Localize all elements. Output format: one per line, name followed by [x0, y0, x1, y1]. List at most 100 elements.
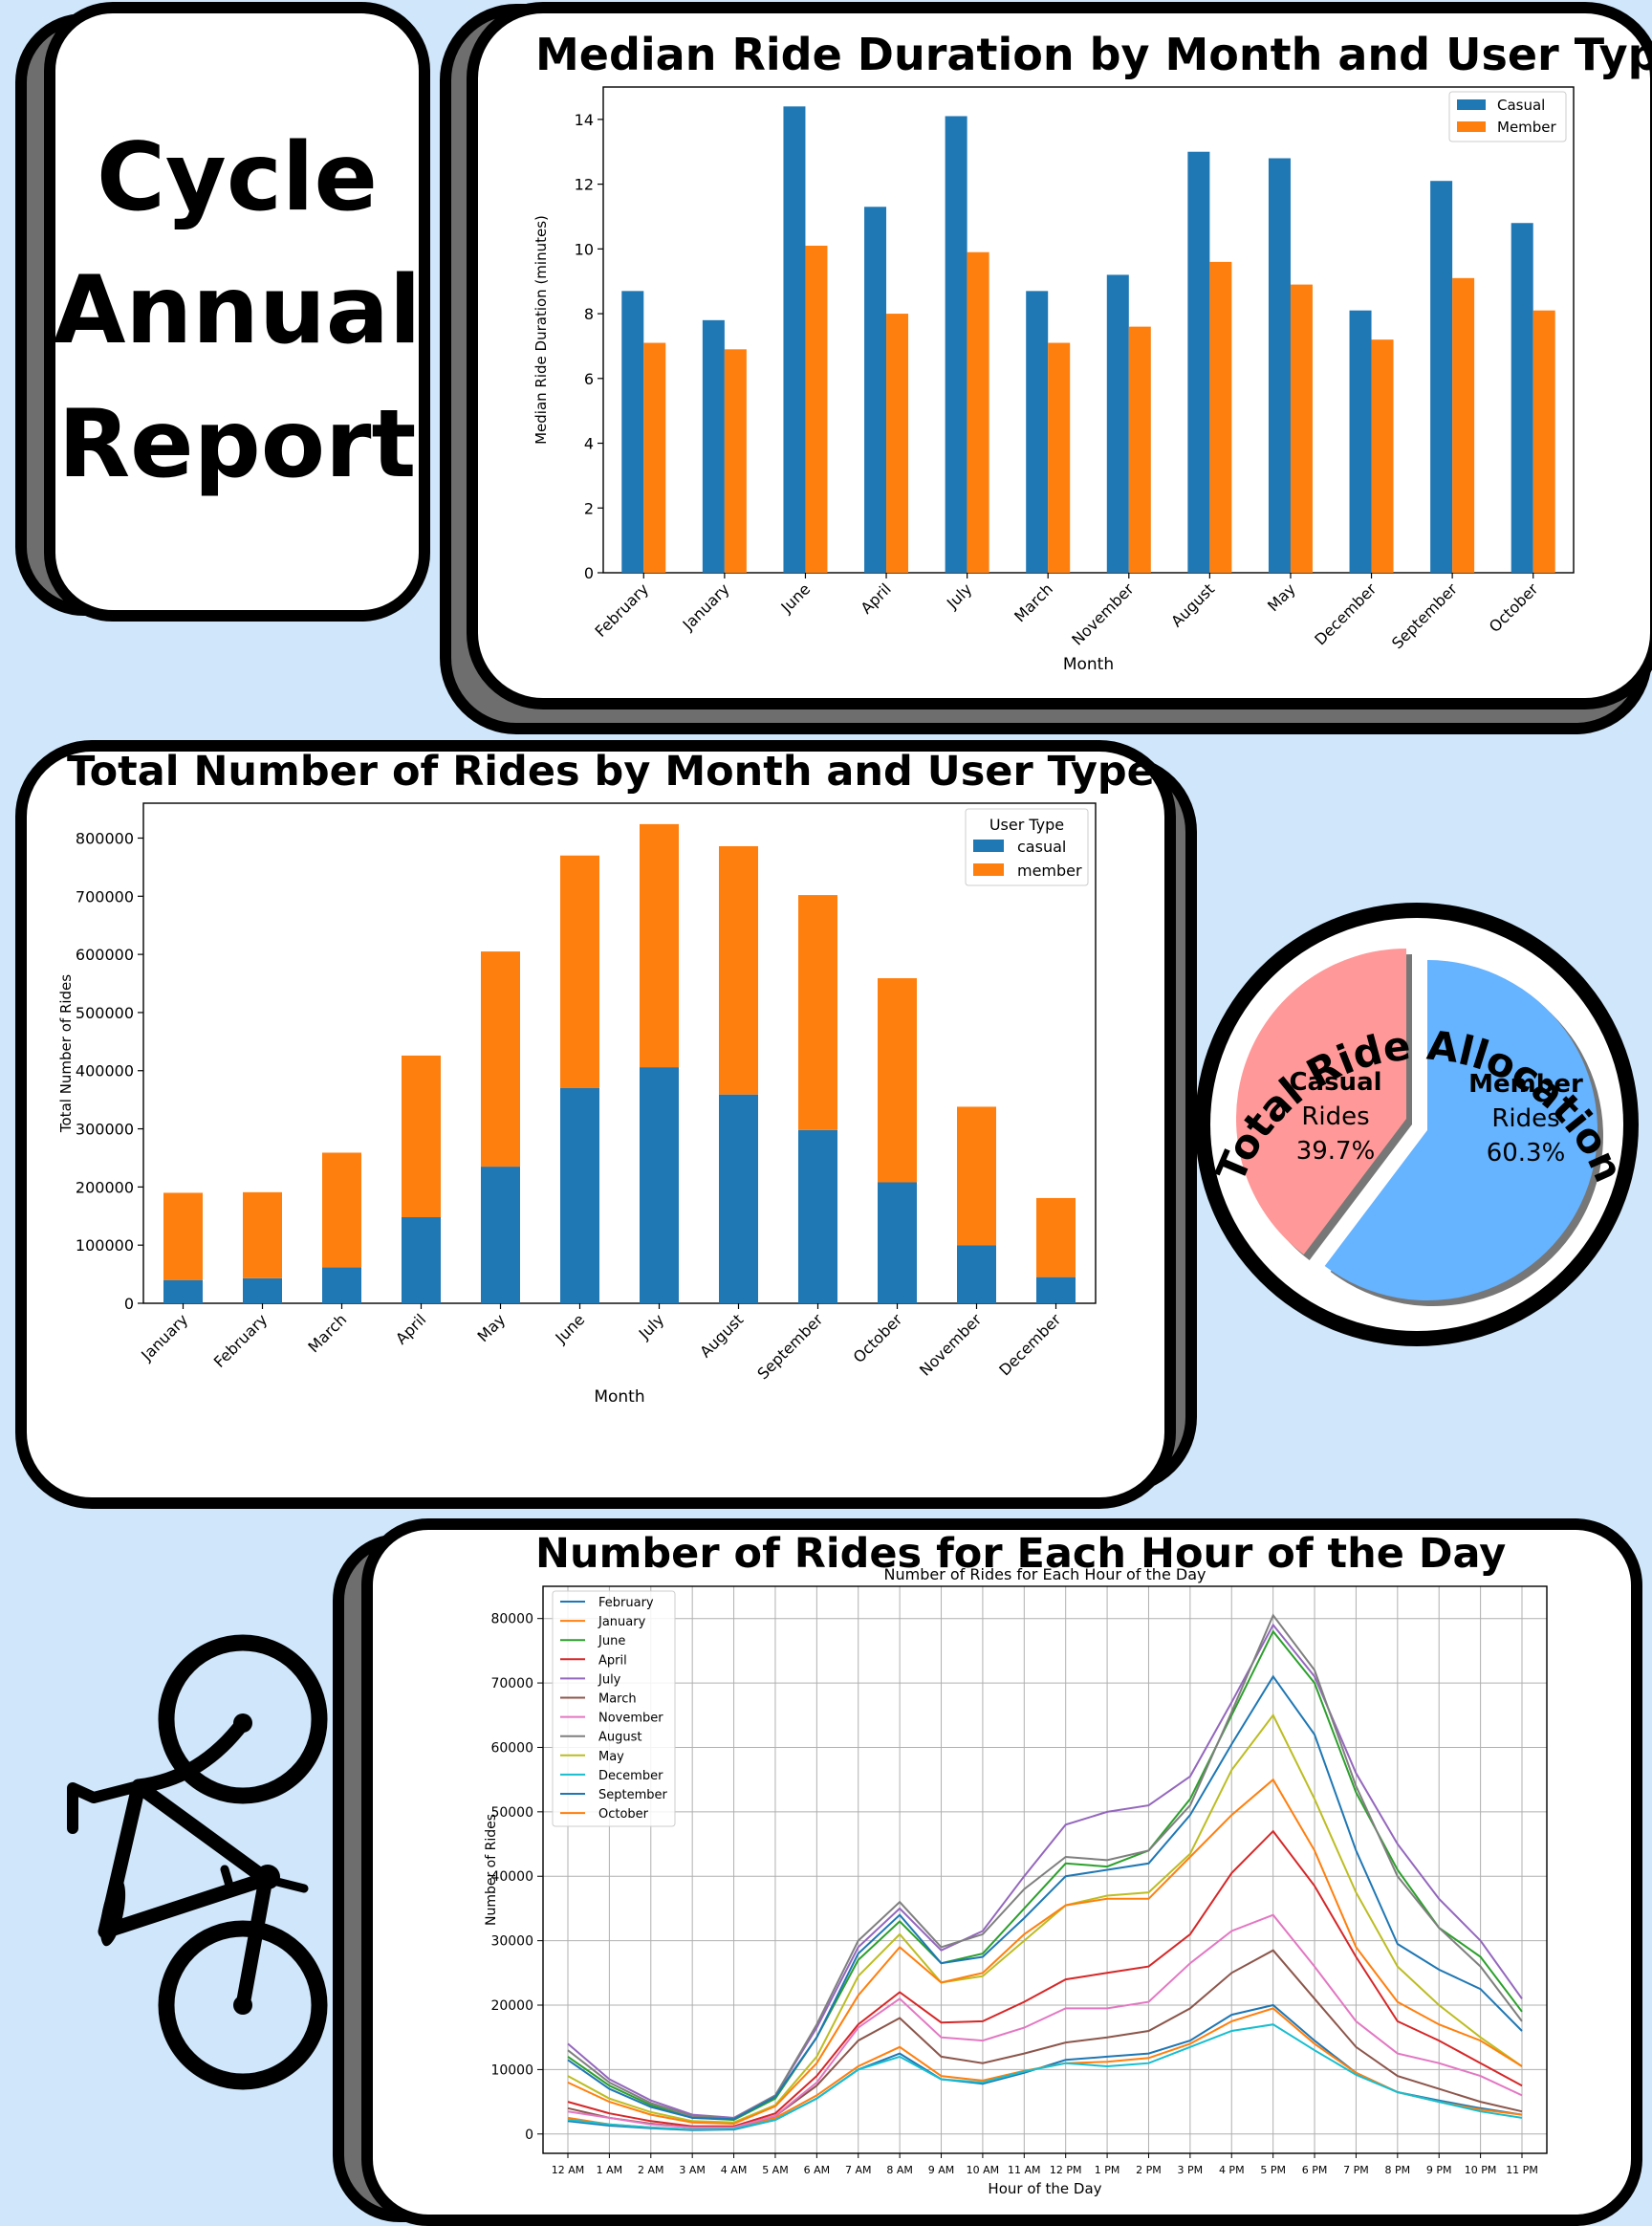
pie-label-sub-casual: Rides [1301, 1102, 1369, 1131]
legend-swatch-casual [1457, 99, 1486, 110]
bar-member [1371, 339, 1394, 573]
total-chart-title: Total Number of Rides by Month and User … [67, 748, 1155, 796]
bar-member [886, 314, 909, 573]
legend-label-april: April [598, 1653, 627, 1668]
y-tick-label: 800000 [76, 829, 134, 847]
legend-label-september: September [598, 1788, 668, 1802]
x-tick-label: 10 AM [967, 2164, 1000, 2176]
bar-casual [1430, 181, 1453, 574]
bar-casual [719, 1094, 758, 1303]
legend-label-october: October [598, 1807, 649, 1822]
x-tick-label: 4 AM [721, 2164, 748, 2176]
bar-member [719, 846, 758, 1095]
bar-member [560, 855, 599, 1088]
bar-member [957, 1106, 996, 1246]
bar-casual [957, 1245, 996, 1303]
bar-casual [1511, 223, 1533, 574]
bar-member [798, 895, 837, 1130]
bar-casual [640, 1067, 679, 1303]
y-tick-label: 100000 [76, 1236, 134, 1255]
y-tick-label: 80000 [490, 1612, 533, 1627]
bar-member [402, 1055, 441, 1217]
bar-member [967, 251, 989, 573]
median-chart-title: Median Ride Duration by Month and User T… [535, 29, 1652, 80]
y-tick-label: 0 [584, 564, 594, 582]
bar-casual [702, 319, 725, 573]
bar-member [243, 1191, 282, 1278]
y-axis-label: Number of Rides [484, 1814, 499, 1926]
legend-label-august: August [598, 1731, 642, 1745]
plot-frame [542, 1585, 1548, 2154]
y-tick-label: 20000 [490, 1998, 533, 2014]
legend-title: User Type [989, 816, 1064, 834]
bar-member [878, 978, 917, 1183]
y-tick-label: 70000 [490, 1676, 533, 1691]
x-tick-label: 4 PM [1219, 2164, 1245, 2176]
x-tick-label: 7 AM [845, 2164, 872, 2176]
bar-member [805, 245, 828, 573]
line-october [567, 1778, 1523, 2126]
y-tick-label: 700000 [76, 887, 134, 906]
x-tick-label: 1 AM [597, 2164, 623, 2176]
legend-label-july: July [598, 1672, 621, 1687]
x-tick-label: 10 PM [1465, 2164, 1497, 2176]
x-axis-label: Month [594, 1387, 644, 1407]
bar-member [1128, 326, 1151, 573]
legend-swatch-member [1457, 121, 1486, 132]
bar-casual [783, 106, 806, 573]
x-tick-label: 6 AM [804, 2164, 831, 2176]
legend: User Type casual member [965, 808, 1089, 886]
bar-casual [1268, 158, 1291, 574]
y-tick-label: 14 [575, 111, 594, 129]
bar-casual [878, 1182, 917, 1303]
legend-label-member: Member [1497, 119, 1557, 136]
legend-box [552, 1590, 676, 1827]
x-tick-label: 12 PM [1050, 2164, 1082, 2176]
bar-member [1048, 342, 1071, 573]
x-tick-label: 9 AM [928, 2164, 955, 2176]
bar-casual [1106, 274, 1129, 573]
report-title-line-2: Annual [53, 256, 422, 366]
bar-casual [1349, 310, 1372, 573]
bar-member [1290, 284, 1313, 573]
bar-member [322, 1152, 361, 1268]
pie-slice-casual [1235, 949, 1406, 1255]
legend-label-may: May [598, 1750, 624, 1764]
y-tick-label: 300000 [76, 1121, 134, 1139]
legend-label-casual: casual [1017, 838, 1066, 856]
bar-casual [621, 291, 644, 573]
legend-label-january: January [598, 1615, 646, 1629]
y-tick-label: 0 [124, 1295, 134, 1313]
x-axis-label: Hour of the Day [988, 2180, 1101, 2197]
bar-member [640, 823, 679, 1068]
y-tick-label: 0 [525, 2128, 533, 2143]
bar-member [1452, 277, 1475, 573]
legend-label-february: February [598, 1596, 654, 1610]
x-tick-label: 8 AM [886, 2164, 913, 2176]
bar-casual [945, 116, 967, 573]
x-tick-label: 5 PM [1260, 2164, 1286, 2176]
bar-member [1036, 1197, 1076, 1277]
pie-label-pct-member: 60.3% [1487, 1139, 1566, 1168]
bar-member [1532, 310, 1555, 573]
y-tick-label: 60000 [490, 1740, 533, 1756]
report-title-line-1: Cycle [97, 123, 378, 233]
x-tick-label: 12 AM [552, 2164, 585, 2176]
legend-label-member: member [1017, 862, 1082, 880]
y-tick-label: 8 [584, 305, 594, 323]
legend-label-december: December [598, 1769, 663, 1783]
pie-label-sub-member: Rides [1491, 1104, 1559, 1133]
legend-label-june: June [598, 1634, 625, 1648]
x-tick-label: 8 PM [1385, 2164, 1411, 2176]
line-may [567, 1713, 1523, 2124]
y-tick-label: 500000 [76, 1004, 134, 1022]
x-tick-label: 3 PM [1178, 2164, 1204, 2176]
pie-slice-member [1324, 960, 1598, 1300]
x-tick-label: 7 PM [1343, 2164, 1369, 2176]
x-tick-label: 5 AM [762, 2164, 789, 2176]
line-november [567, 1913, 1523, 2128]
